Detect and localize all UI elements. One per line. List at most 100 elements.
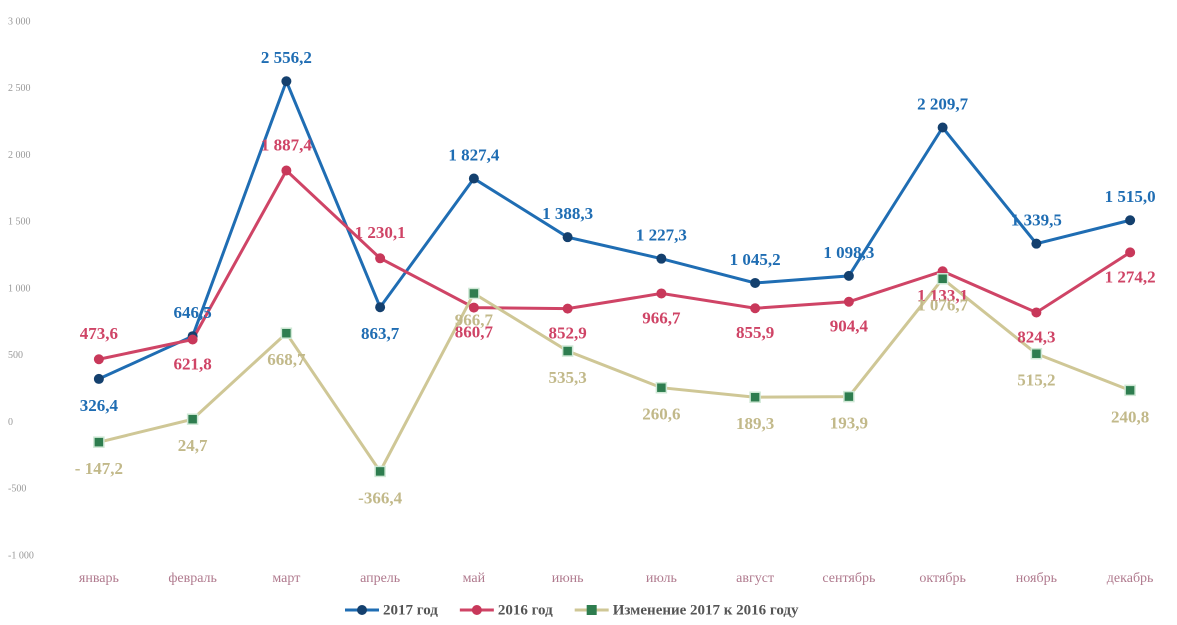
x-tick-label: декабрь [1107, 571, 1154, 586]
series-line [98, 77, 1131, 381]
marker [93, 436, 105, 448]
value-label: 1 227,3 [636, 226, 687, 245]
marker [1124, 384, 1136, 397]
marker [1031, 307, 1042, 318]
marker [93, 354, 104, 365]
marker [562, 232, 573, 243]
value-label: 852,9 [549, 324, 587, 343]
value-label: 515,2 [1017, 371, 1055, 390]
value-label: 1 388,3 [542, 204, 593, 223]
marker [280, 327, 293, 339]
value-label: 1 274,2 [1105, 267, 1156, 286]
legend-item: 2016 год [459, 602, 553, 618]
value-label: 1 045,2 [730, 250, 781, 269]
marker [375, 253, 386, 264]
value-label: 1 515,0 [1105, 187, 1156, 206]
marker [186, 413, 199, 425]
legend-marker [586, 605, 597, 615]
value-label: - 147,2 [75, 459, 123, 478]
marker [93, 373, 104, 384]
y-tick-label: 1 500 [8, 217, 31, 228]
marker [655, 381, 668, 394]
x-tick-label: апрель [360, 571, 400, 586]
marker [1030, 347, 1043, 360]
y-tick-label: 0 [8, 417, 13, 428]
value-label: 535,3 [549, 368, 587, 387]
x-tick-label: май [463, 571, 486, 586]
marker [1031, 238, 1042, 249]
value-label: 1 133,1 [917, 286, 968, 305]
marker [281, 76, 292, 87]
marker [656, 288, 667, 299]
y-tick-label: -1 000 [8, 550, 34, 561]
marker [936, 273, 949, 285]
marker [281, 165, 292, 176]
value-label: 1 827,4 [448, 145, 500, 164]
marker [562, 303, 573, 314]
value-label: 1 076,7 [917, 296, 969, 315]
marker [750, 277, 761, 288]
value-label: 189,3 [736, 414, 774, 433]
value-label: 193,9 [830, 414, 868, 433]
marker [843, 390, 855, 403]
value-label: 1 098,3 [823, 243, 874, 262]
marker [375, 302, 386, 313]
x-tick-label: октябрь [919, 571, 966, 586]
value-label: 326,4 [80, 396, 119, 415]
marker [561, 345, 574, 357]
value-label: 904,4 [830, 317, 869, 336]
legend-label: 2017 год [383, 602, 438, 618]
y-tick-label: 1 000 [8, 283, 31, 294]
marker [1125, 215, 1136, 226]
marker [749, 391, 761, 403]
x-tick-label: август [736, 571, 774, 586]
x-tick-label: июнь [552, 571, 584, 586]
value-label: 1 230,1 [355, 223, 406, 242]
legend-label: 2016 год [498, 602, 553, 618]
x-tick-label: январь [79, 571, 119, 586]
y-tick-label: -500 [8, 484, 26, 495]
marker [1125, 247, 1136, 258]
value-label: 473,6 [80, 324, 118, 343]
marker [374, 465, 386, 478]
value-label: 860,7 [455, 323, 494, 342]
value-label: 24,7 [178, 436, 208, 455]
value-label: -366,4 [358, 488, 402, 507]
marker [187, 334, 198, 345]
x-tick-label: сентябрь [822, 571, 875, 586]
value-label: 621,8 [174, 354, 212, 373]
marker [656, 253, 667, 264]
legend-label: Изменение 2017 к 2016 году [613, 602, 799, 618]
y-tick-label: 500 [8, 350, 23, 361]
value-label: 855,9 [736, 323, 774, 342]
value-label: 863,7 [361, 324, 400, 343]
value-label: 240,8 [1111, 407, 1149, 426]
value-label: 2 209,7 [917, 94, 969, 113]
marker [468, 302, 479, 313]
value-label: 824,3 [1017, 327, 1055, 346]
y-tick-label: 2 000 [8, 150, 31, 161]
y-tick-label: 3 000 [8, 16, 31, 27]
marker [468, 287, 480, 300]
marker [843, 296, 854, 307]
value-label: 2 556,2 [261, 48, 312, 67]
legend-item: Изменение 2017 к 2016 году [574, 602, 799, 618]
series-line [98, 276, 1131, 475]
marker [468, 173, 479, 184]
x-tick-label: июль [646, 571, 677, 586]
legend-item: 2017 год [345, 602, 438, 618]
y-tick-label: 2 500 [8, 83, 31, 94]
x-tick-label: февраль [168, 571, 217, 586]
legend-marker [357, 605, 367, 615]
value-label: 646,5 [174, 303, 212, 322]
value-label: 668,7 [267, 350, 306, 369]
series-line [98, 168, 1131, 361]
x-tick-label: ноябрь [1016, 571, 1057, 586]
marker [843, 270, 854, 281]
value-label: 966,7 [642, 308, 681, 327]
legend-marker [471, 605, 482, 615]
value-label: 1 887,4 [261, 135, 313, 154]
value-label: 966,7 [455, 310, 494, 329]
value-label: 260,6 [642, 405, 680, 424]
